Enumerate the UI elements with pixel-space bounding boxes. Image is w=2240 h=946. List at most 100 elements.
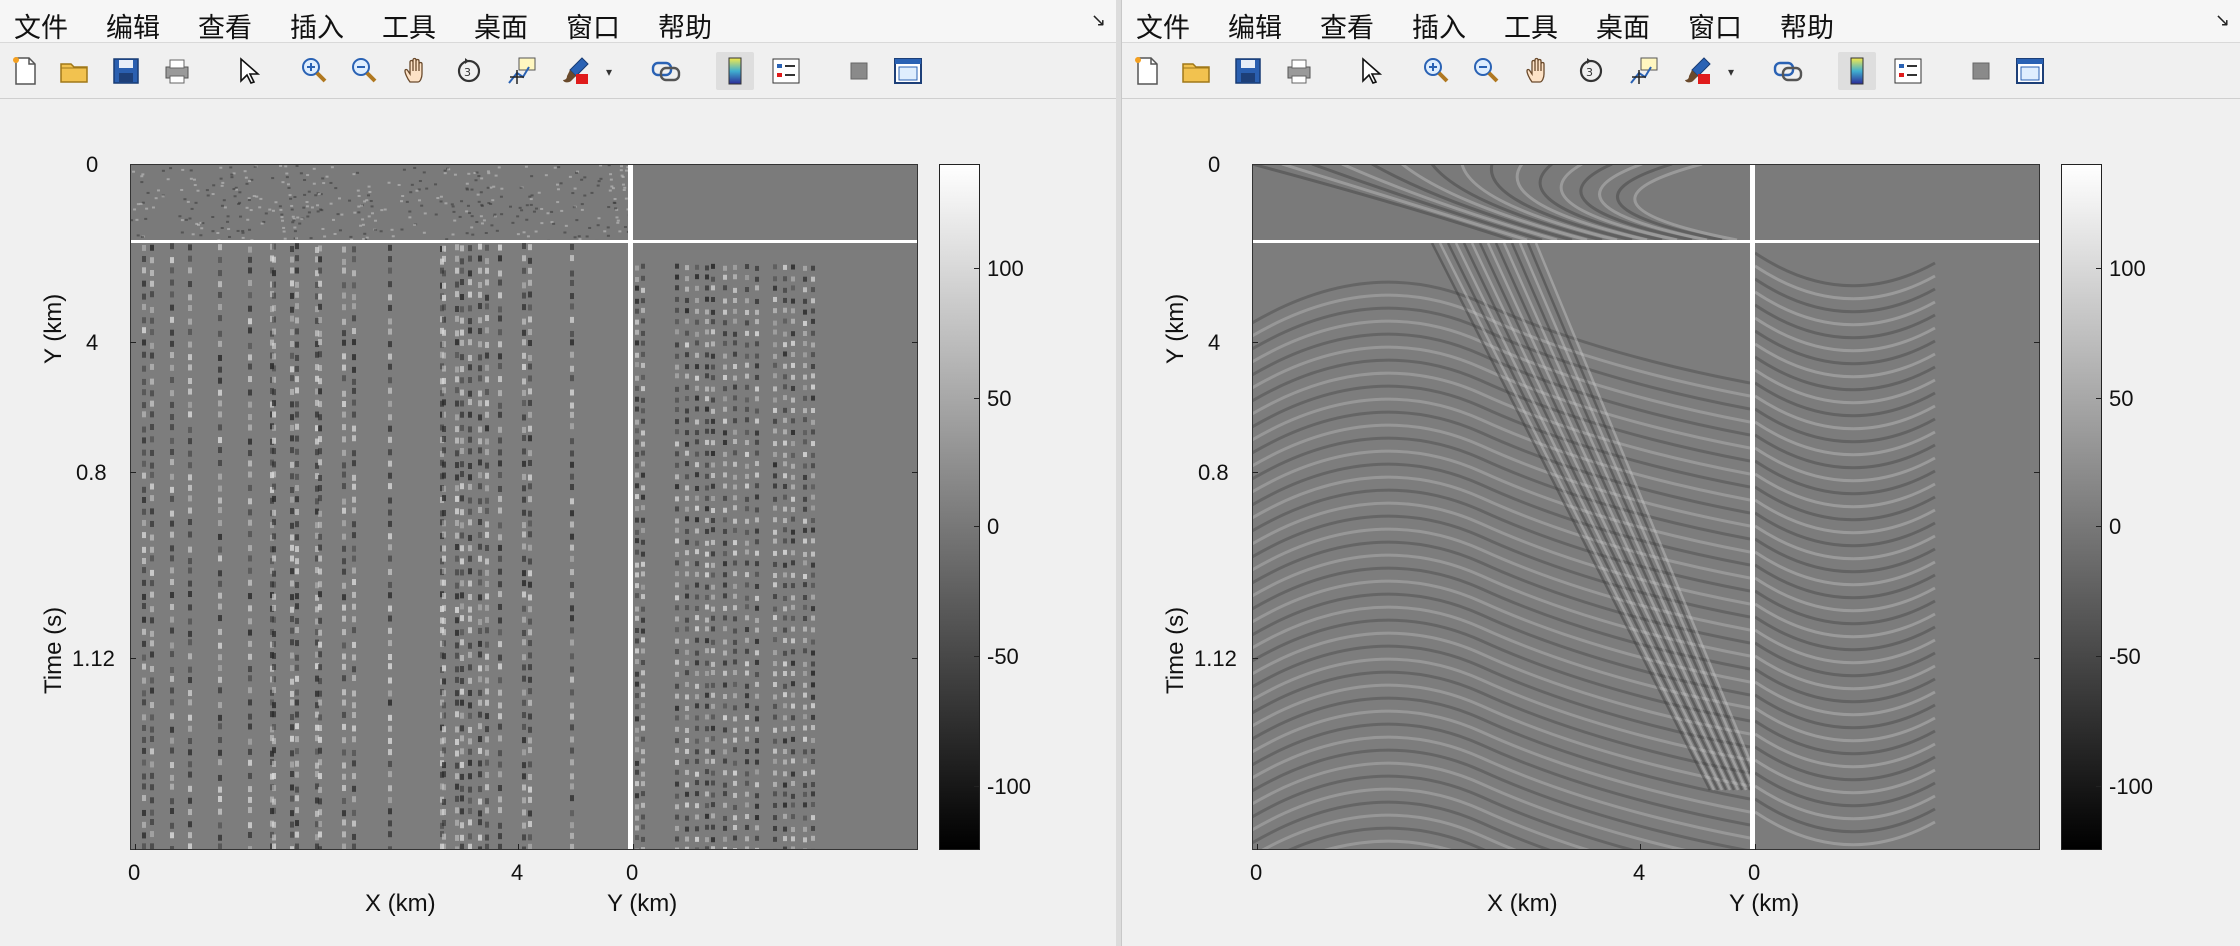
- colorbar[interactable]: [2061, 164, 2102, 850]
- insert-legend-icon[interactable]: [767, 52, 805, 90]
- new-figure-icon[interactable]: [1128, 52, 1166, 90]
- axes-frame: [1252, 164, 2040, 850]
- x-tick: [1640, 844, 1641, 850]
- menu-edit[interactable]: 编辑: [1228, 13, 1282, 44]
- save-icon[interactable]: [1229, 52, 1267, 90]
- top-slice-panel: [130, 164, 628, 240]
- pan-icon[interactable]: [1520, 52, 1558, 90]
- hide-plot-tools-icon[interactable]: [840, 52, 878, 90]
- edit-plot-icon[interactable]: [228, 52, 266, 90]
- y-tick: [912, 658, 918, 659]
- zoom-out-icon[interactable]: [1467, 52, 1505, 90]
- insert-colorbar-icon[interactable]: [1838, 52, 1876, 90]
- hide-plot-tools-icon[interactable]: [1962, 52, 2000, 90]
- menu-window[interactable]: 窗口: [566, 13, 620, 44]
- figure-window-right: 文件 编辑 查看 插入 工具 桌面 窗口 帮助 ↘ 3 ▾ 0 4 0.8 1.12 Y …: [1121, 0, 2240, 946]
- data-cursor-icon[interactable]: [1625, 52, 1663, 90]
- print-icon[interactable]: [158, 52, 196, 90]
- brush-dropdown-icon[interactable]: ▾: [1728, 65, 1735, 79]
- x-axis-label-y: Y (km): [607, 890, 678, 917]
- brush-dropdown-icon[interactable]: ▾: [606, 65, 613, 79]
- menu-desktop[interactable]: 桌面: [474, 13, 528, 44]
- menu-help[interactable]: 帮助: [658, 13, 712, 44]
- y-tick: [2034, 658, 2040, 659]
- figure-window-left: 文件 编辑 查看 插入 工具 桌面 窗口 帮助 ↘ 3 ▾ 0 4 0.8 1.12 Y …: [0, 0, 1116, 946]
- x-tick-label: 0: [1250, 860, 1263, 885]
- y-tick-label: 0.8: [76, 460, 107, 485]
- x-axis-label: X (km): [1487, 890, 1558, 917]
- open-file-icon[interactable]: [1177, 52, 1215, 90]
- zoom-in-icon[interactable]: [295, 52, 333, 90]
- show-plot-tools-icon[interactable]: [889, 52, 927, 90]
- slice-separator-horizontal: [1252, 240, 2040, 243]
- y-tick-label: 0: [1208, 152, 1221, 177]
- zoom-out-icon[interactable]: [345, 52, 383, 90]
- colorbar-tick-label: 0: [987, 514, 1000, 539]
- x-tick-label: 0: [1748, 860, 1761, 885]
- menu-file[interactable]: 文件: [1136, 13, 1190, 44]
- data-cursor-icon[interactable]: [503, 52, 541, 90]
- insert-legend-icon[interactable]: [1889, 52, 1927, 90]
- menu-file[interactable]: 文件: [14, 13, 68, 44]
- menu-window[interactable]: 窗口: [1688, 13, 1742, 44]
- y-tick-label: 1.12: [1194, 646, 1237, 671]
- edit-plot-icon[interactable]: [1350, 52, 1388, 90]
- dock-arrow-icon[interactable]: ↘: [1090, 10, 1106, 30]
- menu-insert[interactable]: 插入: [290, 13, 344, 44]
- y-tick: [2034, 472, 2040, 473]
- colorbar-tick-label: 100: [2109, 256, 2146, 281]
- x-tick-label: 4: [1633, 860, 1646, 885]
- menu-view[interactable]: 查看: [1320, 13, 1374, 44]
- y-tick: [1252, 658, 1258, 659]
- colorbar[interactable]: [939, 164, 980, 850]
- svg-text:3: 3: [1586, 66, 1593, 79]
- rotate-3d-icon[interactable]: 3: [1572, 52, 1610, 90]
- link-plot-icon[interactable]: [1769, 52, 1807, 90]
- corner-panel: [633, 164, 918, 240]
- dock-arrow-icon[interactable]: ↘: [2214, 10, 2230, 30]
- rotate-3d-icon[interactable]: 3: [450, 52, 488, 90]
- crossline-section-panel: [1755, 243, 2040, 850]
- y-tick-label: 4: [86, 330, 99, 355]
- x-tick-label: 0: [626, 860, 639, 885]
- x-axis-label: X (km): [365, 890, 436, 917]
- link-plot-icon[interactable]: [647, 52, 685, 90]
- open-file-icon[interactable]: [55, 52, 93, 90]
- top-slice-panel: [1252, 164, 1750, 240]
- colorbar-tick: [974, 786, 980, 787]
- menu-insert[interactable]: 插入: [1412, 13, 1466, 44]
- y-axis-label-top: Y (km): [40, 293, 67, 364]
- side-stripes: [635, 263, 815, 850]
- colorbar-tick: [974, 268, 980, 269]
- colorbar-tick: [974, 656, 980, 657]
- y-tick-label: 0.8: [1198, 460, 1229, 485]
- save-icon[interactable]: [107, 52, 145, 90]
- corner-panel: [1755, 164, 2040, 240]
- y-tick: [1252, 472, 1258, 473]
- svg-text:3: 3: [464, 66, 471, 79]
- menubar: 文件 编辑 查看 插入 工具 桌面 窗口 帮助 ↘: [0, 0, 1116, 44]
- new-figure-icon[interactable]: [6, 52, 44, 90]
- menu-tools[interactable]: 工具: [1504, 13, 1558, 44]
- colorbar-tick: [974, 526, 980, 527]
- x-tick: [1257, 844, 1258, 850]
- insert-colorbar-icon[interactable]: [716, 52, 754, 90]
- y-tick-label: 4: [1208, 330, 1221, 355]
- menu-tools[interactable]: 工具: [382, 13, 436, 44]
- menu-edit[interactable]: 编辑: [106, 13, 160, 44]
- top-noise: [130, 164, 628, 240]
- side-curves: [1755, 251, 1936, 847]
- y-axis-label-top: Y (km): [1162, 293, 1189, 364]
- menu-help[interactable]: 帮助: [1780, 13, 1834, 44]
- menu-desktop[interactable]: 桌面: [1596, 13, 1650, 44]
- brush-icon[interactable]: [556, 52, 594, 90]
- zoom-in-icon[interactable]: [1417, 52, 1455, 90]
- menu-view[interactable]: 查看: [198, 13, 252, 44]
- pan-icon[interactable]: [398, 52, 436, 90]
- y-tick: [1252, 342, 1258, 343]
- brush-icon[interactable]: [1678, 52, 1716, 90]
- colorbar-tick-label: -50: [987, 644, 1019, 669]
- print-icon[interactable]: [1280, 52, 1318, 90]
- show-plot-tools-icon[interactable]: [2011, 52, 2049, 90]
- colorbar-tick: [2096, 268, 2102, 269]
